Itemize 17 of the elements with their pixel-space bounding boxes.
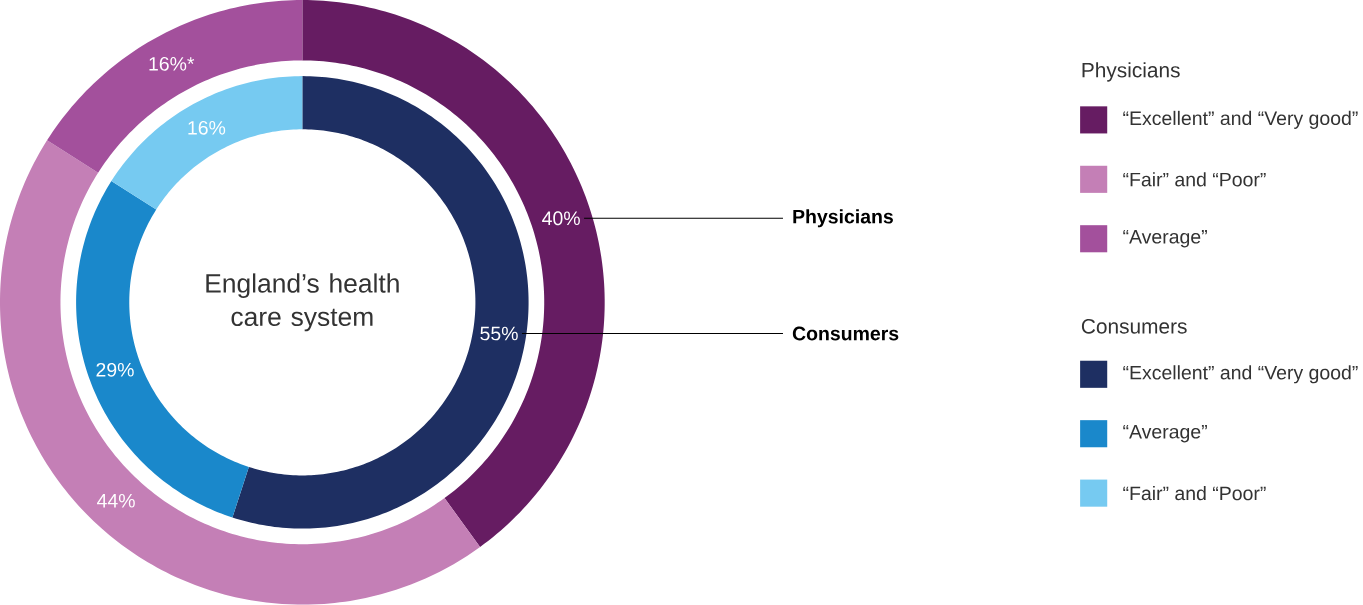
data-label: 16% xyxy=(188,121,226,135)
text: Physicians xyxy=(1082,62,1180,82)
data-label: 16%* xyxy=(149,57,195,71)
data-label: 44% xyxy=(97,494,135,508)
text: England’s health care system xyxy=(206,273,399,332)
slice-label: Physicians xyxy=(793,209,893,228)
slice-label: Consumers xyxy=(792,326,899,341)
data-label: 29% xyxy=(96,363,134,377)
text: Consumers xyxy=(1081,319,1187,334)
legend-label: “Excellent” and “Very good” xyxy=(1123,365,1358,384)
legend-label: “Excellent” and “Very good” xyxy=(1123,110,1358,130)
legend-label: “Fair” and “Poor” xyxy=(1123,486,1266,501)
legend-label: “Average” xyxy=(1123,230,1207,248)
legend-label: “Fair” and “Poor” xyxy=(1123,172,1266,187)
legend-label: “Average” xyxy=(1123,425,1207,443)
data-label: 55% xyxy=(480,326,518,341)
data-label: 40% xyxy=(542,211,580,226)
